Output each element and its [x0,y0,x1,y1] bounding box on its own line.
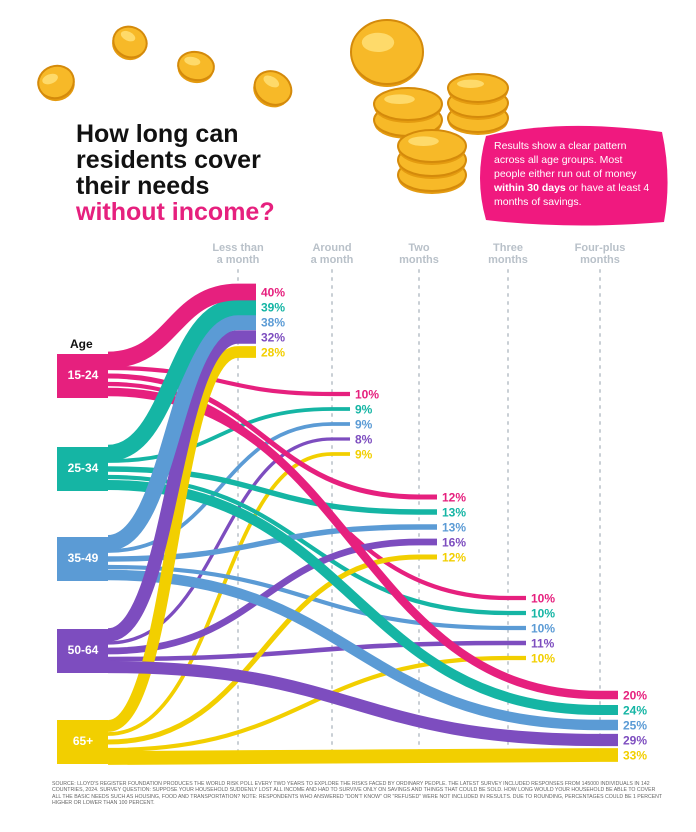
title-line-2: residents cover [76,146,261,174]
column-header-line: Less than [212,242,264,254]
age-bar-35-49 [57,537,108,581]
coin-icon [112,25,148,61]
coin-icon [177,50,215,84]
pct-label: 12% [442,551,466,565]
age-bar-65+ [57,720,108,764]
flow-50-64-to-2 [107,437,333,645]
source-note: Source: Lloyd's Register Foundation prod… [52,781,662,807]
age-bar-25-34 [57,447,108,491]
gold-coins-illustration [37,19,509,194]
column-header-3: Two months [374,242,464,266]
flow-25-34-to-1 [107,298,239,462]
pct-label: 10% [355,388,379,402]
flow-bands [106,283,618,765]
column-header-4: Three months [463,242,553,266]
pct-label: 9% [355,418,373,432]
coin-icon [253,70,293,108]
column-header-line: Four-plus [574,242,626,254]
age-bar-15-24 [57,354,108,398]
flow-50-64-to-4 [107,640,509,662]
coin-icon [373,87,443,123]
flow-15-24-to-2 [107,365,333,397]
pct-label: 9% [355,448,373,462]
flow-35-49-to-2 [107,422,333,553]
pct-label: 29% [623,734,647,748]
callout-box [480,125,668,226]
pct-label: 9% [355,403,373,417]
column-header-line: Three [493,242,523,254]
pct-label: 13% [442,521,466,535]
pct-label: 38% [261,316,285,330]
pct-label: 20% [623,689,647,703]
title-line-4-accent: without income? [76,198,275,226]
column-header-line: Two [408,242,430,254]
pct-label: 24% [623,704,647,718]
pct-label: 32% [261,331,285,345]
percentage-labels: 40% 10% 12% 10% 20% 39% 9% 13% 10% 24% 38% 9% 13% 10%… [261,286,647,763]
title-line-1: How long can [76,120,239,148]
coin-icon [397,129,467,165]
pct-label: 40% [261,286,285,300]
flow-35-49-to-4 [107,564,509,631]
age-axis-title: Age [70,337,93,351]
flow-65+-to-3 [107,554,420,745]
pct-label: 39% [261,301,285,315]
flow-65+-to-1 [106,346,240,732]
age-label-35-49: 35-49 [67,551,99,565]
flow-50-64-to-5 [107,660,601,747]
age-label-15-24: 15-24 [67,368,99,382]
flow-35-49-to-5 [107,569,601,731]
pct-label: 16% [442,536,466,550]
coin-icon [350,19,424,87]
pct-label: 28% [261,346,285,360]
pct-label: 8% [355,433,373,447]
callout-text: Results show a clear pattern across all … [494,139,656,209]
flow-35-49-to-1 [106,314,240,551]
column-header-line: a month [216,254,260,266]
pct-label: 25% [623,719,647,733]
flow-50-64-to-1 [106,330,240,642]
pct-label: 13% [442,506,466,520]
pct-label: 10% [531,652,555,666]
age-label-25-34: 25-34 [67,461,99,475]
column-header-1: Less than a month [193,242,283,266]
column-header-line: months [580,254,620,266]
age-bars [57,354,108,764]
title-line-3: their needs [76,172,210,200]
coin-icon [37,64,75,102]
callout-background [480,125,668,226]
age-label-65+: 65+ [72,734,94,748]
callout-text-bold: within 30 days [494,182,566,194]
age-bar-50-64 [57,629,108,673]
column-header-line: months [399,254,439,266]
flow-25-34-to-2 [107,407,333,463]
pct-label: 10% [531,607,555,621]
column-header-2: Around a month [287,242,377,266]
pct-label: 10% [531,592,555,606]
flow-15-24-to-1 [107,283,239,369]
column-header-line: Around [312,242,352,254]
pct-label: 10% [531,622,555,636]
callout-text-before: Results show a clear pattern across all … [494,140,637,180]
flow-25-34-to-5 [107,479,601,716]
column-header-line: months [488,254,528,266]
coin-icon [447,73,509,105]
callout-text-after: or have at least 4 months of savings. [494,182,650,208]
flow-65+-to-5 [107,748,601,765]
age-label-50-64: 50-64 [67,643,99,657]
pct-label: 11% [531,637,555,651]
pct-label: 33% [623,749,647,763]
column-header-5: Four-plus months [555,242,645,266]
column-header-line: a month [310,254,354,266]
pct-label: 12% [442,491,466,505]
